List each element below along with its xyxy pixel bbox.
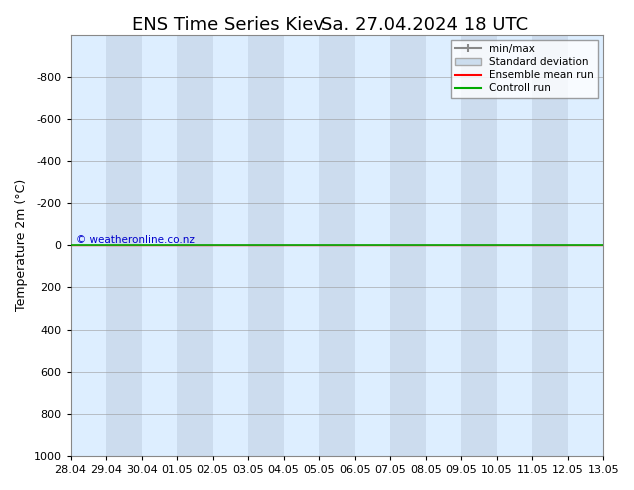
Bar <box>141 35 177 456</box>
Bar <box>212 35 248 456</box>
Text: ENS Time Series Kiev: ENS Time Series Kiev <box>133 16 324 34</box>
Bar <box>354 35 390 456</box>
Bar <box>283 35 319 456</box>
Bar <box>567 35 603 456</box>
Bar <box>70 35 106 456</box>
Text: Sa. 27.04.2024 18 UTC: Sa. 27.04.2024 18 UTC <box>321 16 528 34</box>
Legend: min/max, Standard deviation, Ensemble mean run, Controll run: min/max, Standard deviation, Ensemble me… <box>451 40 598 98</box>
Text: © weatheronline.co.nz: © weatheronline.co.nz <box>76 235 195 245</box>
Y-axis label: Temperature 2m (°C): Temperature 2m (°C) <box>15 179 28 312</box>
Bar <box>425 35 461 456</box>
Bar <box>496 35 532 456</box>
